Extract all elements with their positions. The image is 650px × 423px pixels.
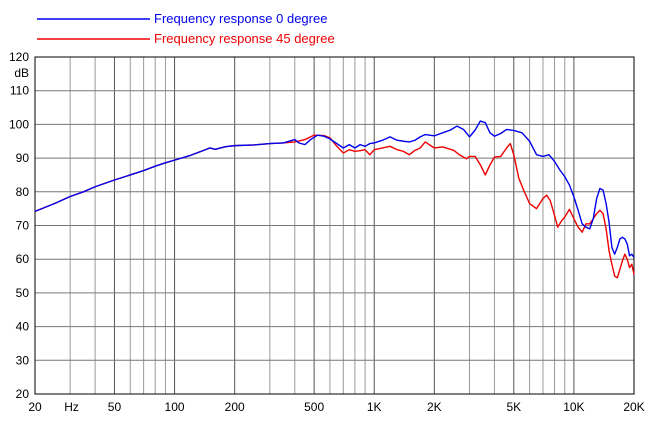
x-tick-label: 2K <box>427 400 442 414</box>
y-axis-unit-label: dB <box>14 66 29 80</box>
y-tick-label: 30 <box>16 353 30 367</box>
x-axis-tick-labels: 20 50 100 200 500 1K 2K 5K 10K 20K <box>28 400 644 414</box>
x-tick-label: 5K <box>506 400 521 414</box>
y-tick-label: 80 <box>16 185 30 199</box>
plot-frame <box>34 56 635 395</box>
y-tick-label: 40 <box>16 320 30 334</box>
x-axis-unit-label: Hz <box>64 400 79 414</box>
y-tick-label: 90 <box>16 151 30 165</box>
y-tick-label: 20 <box>16 387 30 401</box>
x-tick-label: 50 <box>108 400 122 414</box>
legend-label-0: Frequency response 0 degree <box>154 11 327 26</box>
y-tick-label: 60 <box>16 252 30 266</box>
x-tick-label: 200 <box>225 400 245 414</box>
series-line-0 <box>34 120 635 258</box>
y-axis-tick-labels: 20 30 40 50 60 70 80 90 100 110 120 <box>9 50 29 401</box>
y-tick-label: 70 <box>16 219 30 233</box>
y-tick-label: 100 <box>9 117 29 131</box>
y-tick-label: 50 <box>16 286 30 300</box>
legend-label-1: Frequency response 45 degree <box>154 31 335 46</box>
x-tick-label: 100 <box>165 400 185 414</box>
y-tick-label: 120 <box>9 50 29 64</box>
legend: Frequency response 0 degree Frequency res… <box>37 11 335 46</box>
y-tick-label: 110 <box>10 84 29 98</box>
x-tick-label: 10K <box>563 400 584 414</box>
x-tick-label: 500 <box>304 400 324 414</box>
x-tick-label: 1K <box>367 400 382 414</box>
series-layer <box>34 120 635 279</box>
x-tick-label: 20K <box>623 400 644 414</box>
x-tick-label: 20 <box>28 400 42 414</box>
